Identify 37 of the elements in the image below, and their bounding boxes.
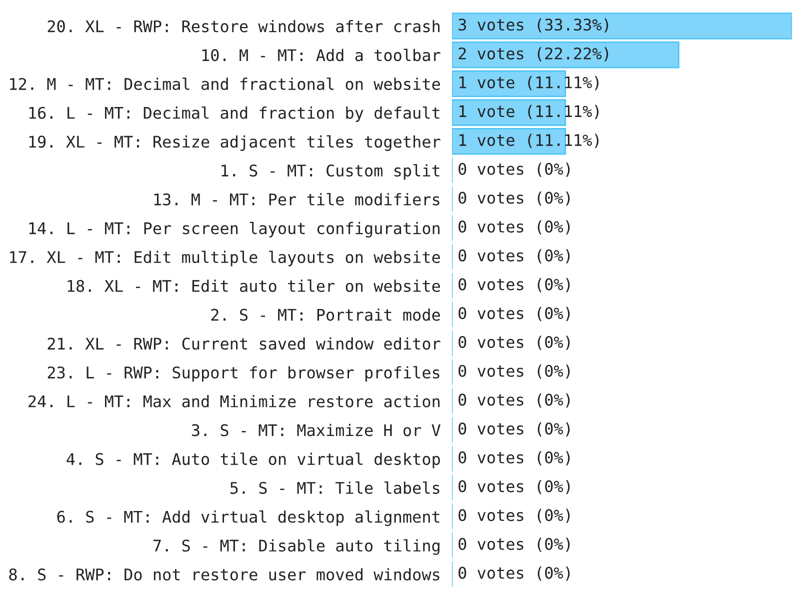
y-tick-label: 19. XL - MT: Resize adjacent tiles together (29, 135, 440, 151)
data-label: 0 votes (0%) (458, 364, 570, 379)
y-tick-label: 24. L - MT: Max and Minimize restore action (28, 395, 440, 408)
y-tick-label: 3. S - MT: Maximize H or V (192, 424, 440, 436)
data-label: 2 votes (22.22%) (458, 47, 608, 62)
data-label: 0 votes (0%) (458, 220, 570, 235)
y-tick-label: 6. S - MT: Add virtual desktop alignment (57, 510, 440, 526)
y-tick-label: 7. S - MT: Disable auto tiling (154, 539, 440, 555)
data-label: 0 votes (0%) (458, 566, 570, 581)
y-tick-label: 1. S - MT: Custom split (222, 164, 440, 180)
data-label: 0 votes (0%) (458, 422, 570, 436)
data-label: 3 votes (33.33%) (458, 18, 608, 33)
data-label: 0 votes (0%) (458, 191, 570, 206)
data-label: 0 votes (0%) (458, 508, 570, 524)
y-tick-label: 14. L - MT: Per screen layout configuration (29, 222, 440, 238)
data-label: 0 votes (0%) (458, 336, 570, 350)
y-tick-label: 12. M - MT: Decimal and fractional on website (10, 78, 440, 90)
y-tick-label: 20. XL - RWP: Restore windows after crash (48, 20, 440, 32)
y-tick-label: 18. XL - MT: Edit auto tiler on website (68, 280, 440, 292)
data-label: 0 votes (0%) (458, 162, 570, 177)
y-tick-label: 2. S - MT: Portrait mode (211, 308, 440, 321)
y-tick-label: 10. M - MT: Add a toolbar (202, 48, 440, 62)
y-tick-label: 13. M - MT: Per tile modifiers (154, 193, 440, 206)
data-label: 0 votes (0%) (458, 451, 570, 466)
data-label: 0 votes (0%) (458, 538, 570, 552)
data-label: 0 votes (0%) (458, 249, 570, 264)
y-tick-label: 4. S - MT: Auto tile on virtual desktop (66, 452, 440, 468)
y-tick-label: 17. XL - MT: Edit multiple layouts on website (10, 250, 440, 266)
y-tick-label: 8. S - RWP: Do not restore user moved windows (9, 568, 440, 581)
y-tick-label: 23. L - RWP: Support for browser profiles (48, 366, 440, 382)
data-label: 0 votes (0%) (458, 278, 570, 292)
y-tick-label: 5. S - MT: Tile labels (230, 482, 440, 494)
data-label: 0 votes (0%) (458, 306, 570, 322)
y-tick-label: 16. L - MT: Decimal and fraction by default (29, 106, 440, 122)
data-label: 0 votes (0%) (458, 480, 570, 494)
y-tick-label: 21. XL - RWP: Current saved window editor (48, 337, 440, 350)
data-label: 0 votes (0%) (458, 393, 570, 408)
